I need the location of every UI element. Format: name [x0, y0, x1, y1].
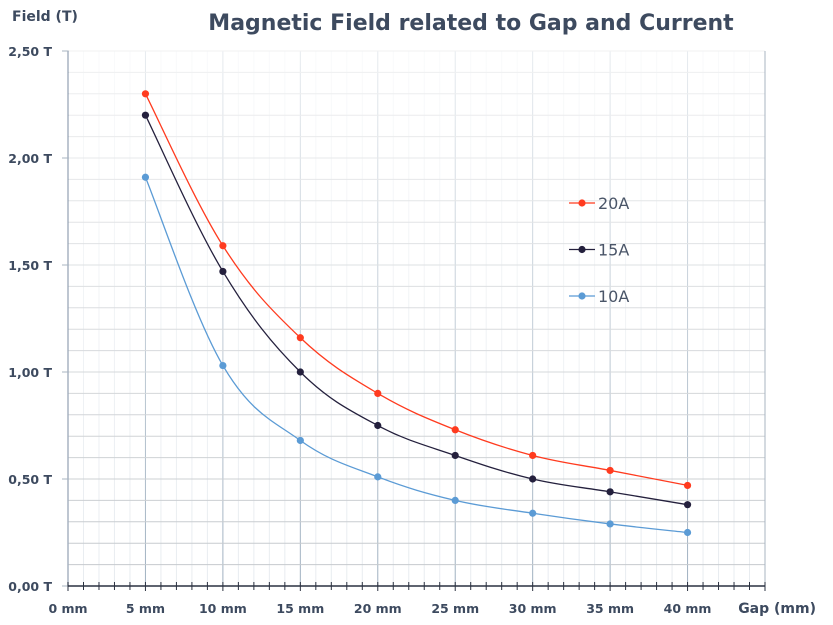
legend-marker: [578, 245, 586, 254]
legend-marker: [578, 292, 586, 300]
y-tick-label: 1,50 T: [8, 258, 52, 273]
data-point-15A: [606, 488, 614, 496]
data-point-15A: [374, 421, 382, 430]
legend: 20A 15A 10A: [569, 194, 629, 306]
legend-label: 20A: [598, 194, 629, 213]
data-point-15A: [529, 475, 537, 483]
data-point-10A: [374, 473, 382, 481]
data-point-20A: [529, 451, 537, 460]
data-point-20A: [451, 426, 459, 434]
data-point-20A: [296, 334, 304, 342]
x-tick-label: 30 mm: [509, 601, 557, 616]
data-point-20A: [606, 466, 614, 475]
y-tick-label: 2,00 T: [8, 151, 52, 166]
x-tick-label: 5 mm: [126, 601, 165, 616]
data-point-15A: [451, 451, 459, 460]
series-15A: [141, 111, 692, 509]
y-axis-title: Field (T): [12, 9, 78, 25]
x-tick-label: 10 mm: [199, 601, 247, 616]
data-point-10A: [451, 496, 459, 504]
x-tick-label: 0 mm: [48, 601, 87, 616]
legend-label: 10A: [598, 287, 629, 306]
data-point-10A: [141, 173, 150, 181]
data-point-10A: [683, 528, 692, 537]
y-tick-label: 1,00 T: [8, 365, 52, 380]
x-tick-label: 15 mm: [276, 601, 324, 616]
data-point-20A: [141, 90, 150, 98]
data-point-15A: [219, 267, 227, 276]
legend-item-10A: 10A: [569, 287, 629, 306]
series-line-20A: [144, 93, 688, 487]
axes: 0,00 T 0,50 T 1,00 T 1,50 T 2,00 T 2,50 T 0 mm…: [8, 44, 766, 616]
x-tick-label: 25 mm: [431, 601, 479, 616]
legend-label: 15A: [598, 241, 629, 260]
series-20A: [141, 90, 692, 490]
y-tick-label: 0,50 T: [8, 472, 52, 487]
x-tick-label: 20 mm: [354, 601, 402, 616]
x-tick-label: 35 mm: [586, 601, 634, 616]
data-point-20A: [219, 242, 227, 250]
legend-marker: [578, 199, 586, 207]
data-point-10A: [296, 436, 304, 445]
chart-title: Magnetic Field related to Gap and Curren…: [208, 11, 734, 36]
data-point-20A: [374, 389, 382, 397]
data-point-10A: [219, 361, 227, 370]
grid-fade-overlay: [69, 50, 766, 585]
series-10A: [141, 173, 692, 537]
data-point-20A: [683, 481, 692, 490]
series-line-15A: [144, 114, 688, 506]
series-group: [141, 90, 692, 537]
x-tick-label: 40 mm: [664, 601, 712, 616]
data-point-10A: [529, 509, 537, 517]
legend-item-15A: 15A: [569, 241, 629, 260]
legend-item-20A: 20A: [569, 194, 629, 213]
y-tick-label: 0,00 T: [8, 579, 52, 594]
y-tick-label: 2,50 T: [8, 44, 52, 59]
x-axis-title: Gap (mm): [738, 601, 816, 617]
data-point-15A: [141, 111, 150, 119]
data-point-10A: [606, 520, 614, 528]
data-point-15A: [296, 368, 304, 376]
data-point-15A: [683, 501, 692, 509]
series-line-10A: [144, 177, 688, 534]
